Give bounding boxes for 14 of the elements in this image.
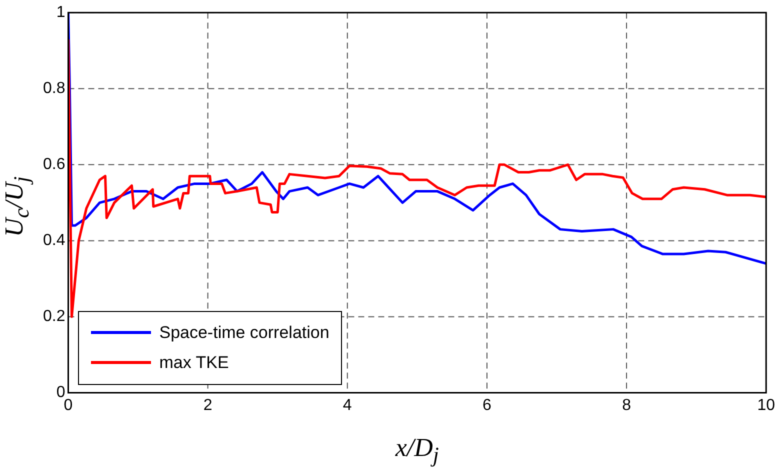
x-tick-label: 2	[203, 396, 212, 414]
legend-label: max TKE	[159, 352, 229, 373]
x-tick-label: 8	[622, 396, 632, 414]
x-tick-label: 6	[482, 396, 492, 414]
x-tick-label: 10	[757, 396, 776, 414]
y-tick-label: 0	[56, 384, 66, 402]
y-tick-label: 0.8	[42, 80, 66, 98]
legend-label: Space-time correlation	[159, 322, 330, 343]
y-tick-label: 0.2	[42, 308, 66, 326]
y-tick-label: 0.4	[42, 232, 66, 250]
x-axis-title: x/D$_{j}$	[394, 432, 440, 468]
y-tick-label: 1	[56, 4, 66, 22]
y-tick-label: 0.6	[42, 156, 66, 174]
x-tick-label: 4	[342, 396, 352, 414]
